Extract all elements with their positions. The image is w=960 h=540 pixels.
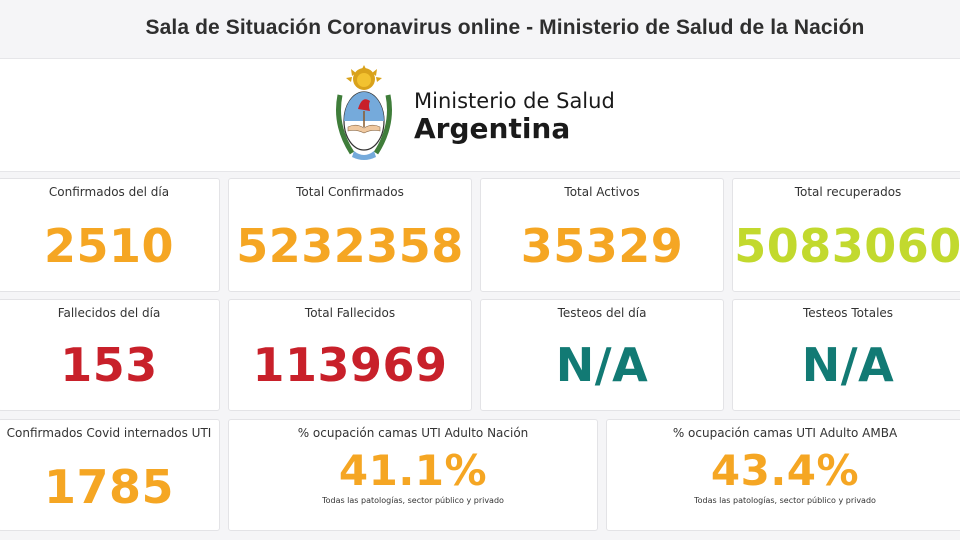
card-label: Total Activos xyxy=(564,185,640,199)
card-value: N/A xyxy=(801,338,895,392)
card-value: 35329 xyxy=(520,219,684,273)
card-label: % ocupación camas UTI Adulto Nación xyxy=(297,426,529,440)
card-label: Total recuperados xyxy=(794,185,902,199)
card-note: Todas las patologías, sector público y p… xyxy=(322,496,504,505)
card-total-fallecidos: Total Fallecidos 113969 xyxy=(228,299,472,411)
ministry-line-2: Argentina xyxy=(414,112,571,145)
card-label: Total Fallecidos xyxy=(304,306,396,320)
card-label: Total Confirmados xyxy=(296,185,404,199)
card-note: Todas las patologías, sector público y p… xyxy=(694,496,876,505)
card-confirmados-dia: Confirmados del día 2510 xyxy=(0,178,220,292)
ministry-line-1: Ministerio de Salud xyxy=(414,89,615,113)
card-label: % ocupación camas UTI Adulto AMBA xyxy=(672,426,898,440)
card-total-confirmados: Total Confirmados 5232358 xyxy=(228,178,472,292)
card-total-recuperados: Total recuperados 5083060 xyxy=(732,178,960,292)
card-label: Testeos del día xyxy=(557,306,647,320)
card-testeos-totales: Testeos Totales N/A xyxy=(732,299,960,411)
card-ocupacion-amba: % ocupación camas UTI Adulto AMBA 43.4% … xyxy=(606,419,960,531)
card-testeos-dia: Testeos del día N/A xyxy=(480,299,724,411)
card-ocupacion-nacion: % ocupación camas UTI Adulto Nación 41.1… xyxy=(228,419,598,531)
card-label: Fallecidos del día xyxy=(57,306,161,320)
card-value: 153 xyxy=(60,338,158,392)
card-value: N/A xyxy=(555,338,649,392)
logo-banner: Ministerio de Salud Argentina xyxy=(0,58,960,172)
card-value: 5083060 xyxy=(734,219,960,273)
card-value: 5232358 xyxy=(236,219,464,273)
card-value: 2510 xyxy=(43,219,175,273)
card-internados-uti: Confirmados Covid internados UTI 1785 xyxy=(0,419,220,531)
card-value: 43.4% xyxy=(710,446,860,495)
page-title: Sala de Situación Coronavirus online - M… xyxy=(145,16,865,39)
page-header: Sala de Situación Coronavirus online - M… xyxy=(0,0,960,56)
coat-of-arms-icon xyxy=(336,65,392,160)
card-value: 113969 xyxy=(252,338,448,392)
card-value: 1785 xyxy=(43,460,175,514)
card-label: Confirmados del día xyxy=(48,185,170,199)
card-total-activos: Total Activos 35329 xyxy=(480,178,724,292)
card-fallecidos-dia: Fallecidos del día 153 xyxy=(0,299,220,411)
card-value: 41.1% xyxy=(338,446,488,495)
card-label: Confirmados Covid internados UTI xyxy=(6,426,212,440)
ministry-name: Ministerio de Salud Argentina xyxy=(414,89,615,145)
card-label: Testeos Totales xyxy=(802,306,894,320)
